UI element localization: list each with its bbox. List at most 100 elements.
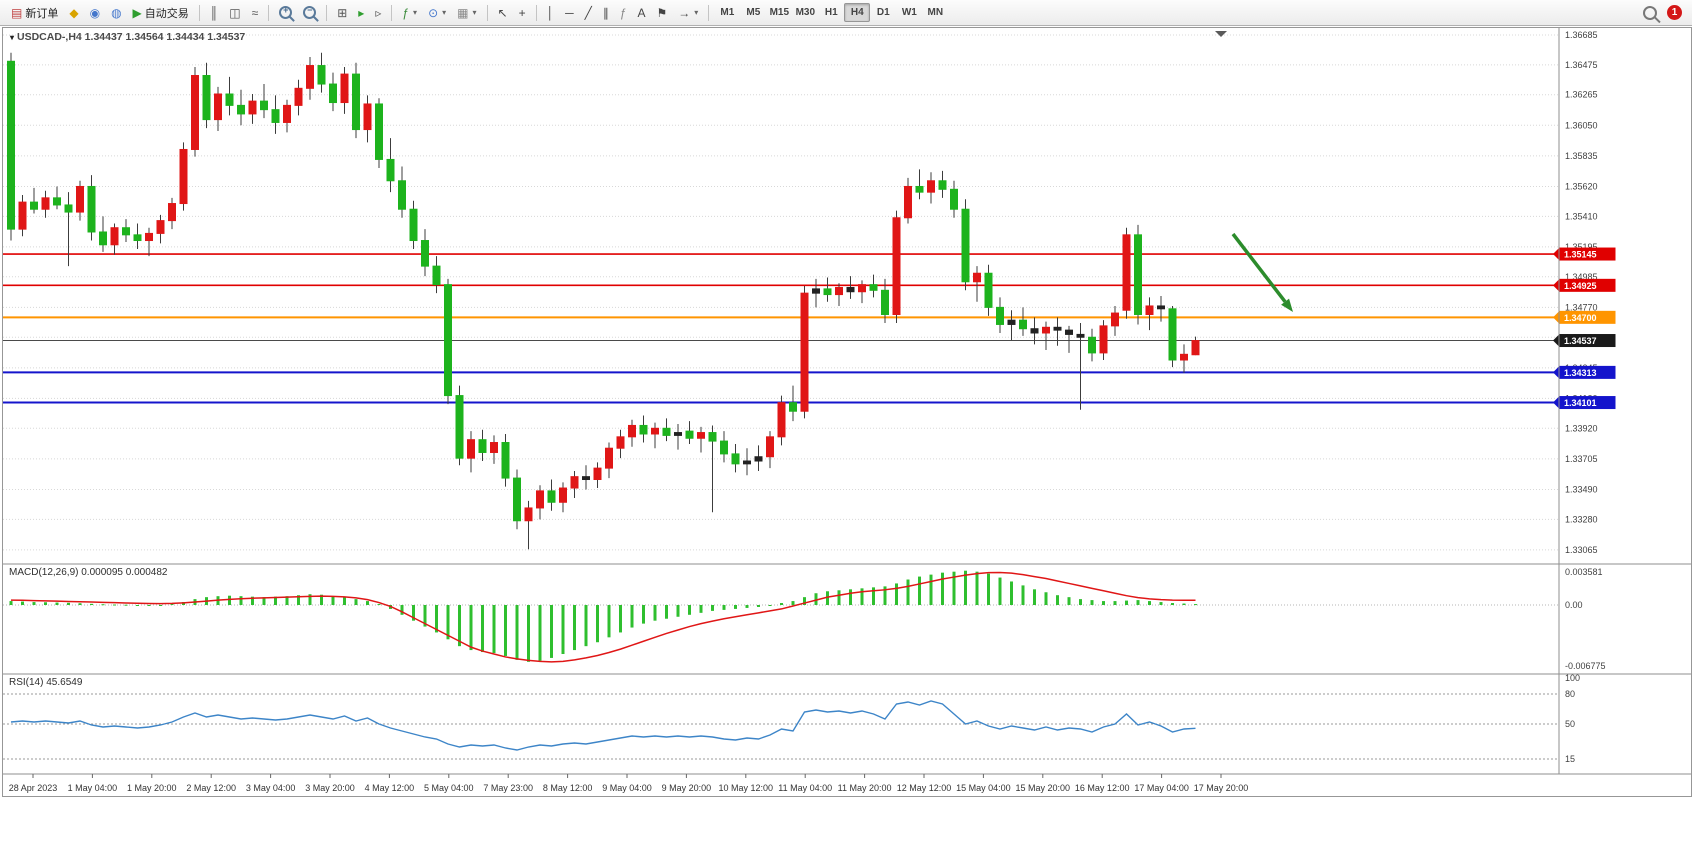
time-axis-label: 11 May 04:00 — [778, 783, 832, 793]
time-axis-label: 11 May 20:00 — [838, 783, 892, 793]
open-file-button[interactable]: ◆ — [64, 3, 83, 23]
shapes-button[interactable]: → ▾ — [673, 3, 703, 23]
shapes-icon: → — [678, 5, 691, 20]
timeframe-m15-button[interactable]: M15 — [766, 3, 792, 22]
toolbar-separator — [391, 4, 393, 21]
profiles-icon: ◉ — [89, 5, 101, 20]
autotrade-button[interactable]: ▶ 自动交易 — [128, 3, 194, 23]
price-badge-label: 1.34537 — [1564, 336, 1597, 346]
timeframe-m5-button[interactable]: M5 — [740, 3, 766, 22]
periods-button[interactable]: ⊙ ▾ — [423, 3, 451, 23]
templates-icon: ▦ — [457, 5, 469, 20]
timeframe-m30-button[interactable]: M30 — [792, 3, 818, 22]
horizontal-line-button[interactable]: ─ — [560, 3, 579, 23]
line-chart-type-button[interactable]: ≈ — [247, 3, 264, 23]
dropdown-caret-icon: ▾ — [413, 8, 418, 17]
time-axis-label: 2 May 12:00 — [186, 783, 236, 793]
price-axis-label: 1.33920 — [1565, 423, 1598, 433]
magnifier-sign: − — [307, 5, 313, 15]
label-button[interactable]: ⚑ — [652, 3, 673, 23]
new-order-icon: ▤ — [11, 5, 23, 20]
timeframe-w1-button[interactable]: W1 — [896, 3, 922, 22]
candlestick-chart-type-button[interactable]: ◫ — [224, 3, 245, 23]
time-axis-label: 10 May 12:00 — [719, 783, 774, 793]
price-axis-label: 1.33065 — [1565, 545, 1598, 555]
timeframe-h4-button[interactable]: H4 — [844, 3, 871, 22]
open-file-icon: ◆ — [69, 5, 79, 20]
search-icon[interactable] — [1643, 5, 1657, 20]
refresh-icon: ◍ — [111, 5, 122, 20]
price-badge-label: 1.34101 — [1564, 398, 1597, 408]
channel-icon: ∥ — [602, 5, 609, 20]
timeframe-m1-button[interactable]: M1 — [714, 3, 740, 22]
channel-button[interactable]: ∥ — [598, 3, 614, 23]
notification-badge[interactable]: 1 — [1667, 5, 1682, 20]
timeframe-toolbar: M1 M5 M15 M30 H1 H4 D1 W1 MN — [714, 3, 948, 22]
price-grid — [3, 34, 1559, 551]
magnifier-sign: + — [283, 5, 289, 15]
price-axis-label: 1.35620 — [1565, 181, 1598, 191]
macd-signal-line — [10, 571, 1196, 663]
text-button[interactable]: A — [633, 3, 651, 23]
price-axis-label: 1.35410 — [1565, 211, 1598, 221]
time-axis-label: 15 May 20:00 — [1016, 783, 1071, 793]
dropdown-caret-icon: ▾ — [694, 8, 699, 17]
timeframe-mn-button[interactable]: MN — [922, 3, 948, 22]
price-axis-label: 1.34770 — [1565, 302, 1598, 312]
rsi-axis-label: 80 — [1565, 689, 1575, 699]
periods-icon: ⊙ — [428, 5, 439, 20]
trendline-button[interactable]: ╱ — [580, 3, 597, 23]
time-axis-label: 3 May 04:00 — [246, 783, 296, 793]
auto-scroll-button[interactable]: ▸ — [353, 3, 369, 23]
toolbar-separator — [326, 4, 328, 21]
line-chart-type-icon: ≈ — [251, 5, 259, 20]
price-axis-label: 1.35195 — [1565, 242, 1598, 252]
timeframe-h1-button[interactable]: H1 — [818, 3, 844, 22]
tile-windows-button[interactable]: ⊞ — [332, 3, 352, 23]
templates-button[interactable]: ▦ ▾ — [452, 3, 481, 23]
toolbar-separator — [535, 4, 537, 21]
new-order-button[interactable]: ▤ 新订单 — [6, 3, 63, 23]
toolbar-separator — [198, 4, 200, 21]
macd-axis-label: 0.00 — [1565, 600, 1583, 610]
crosshair-button[interactable]: + — [514, 3, 531, 23]
candlestick-series — [7, 52, 1200, 550]
autotrade-button-label: 自动交易 — [144, 7, 189, 20]
refresh-button[interactable]: ◍ — [106, 3, 126, 23]
time-axis[interactable]: 28 Apr 2023 1 May 04:00 1 May 20:00 2 May 1… — [9, 774, 1249, 793]
time-axis-label: 17 May 04:00 — [1134, 783, 1189, 793]
price-axis[interactable]: 1.36685 1.36475 1.36265 1.36050 1.35835 1.356… — [1565, 30, 1598, 555]
cursor-button[interactable]: ↖ — [493, 3, 513, 23]
time-axis-label: 15 May 04:00 — [956, 783, 1011, 793]
macd-axis-label: -0.006775 — [1565, 661, 1606, 671]
price-axis-label: 1.36265 — [1565, 90, 1598, 100]
timeframe-d1-button[interactable]: D1 — [870, 3, 896, 22]
zoom-in-button[interactable]: + — [274, 3, 297, 23]
zoom-out-button[interactable]: − — [298, 3, 321, 23]
price-axis-label: 1.36050 — [1565, 120, 1598, 130]
price-badges: 1.35145 1.34925 1.34700 1.34537 1.34313 1.341… — [1553, 247, 1616, 410]
price-axis-label: 1.34985 — [1565, 272, 1598, 282]
crosshair-icon: + — [518, 5, 526, 20]
rsi-axis-label: 15 — [1565, 754, 1575, 764]
time-axis-label: 9 May 20:00 — [662, 783, 712, 793]
indicators-button[interactable]: ƒ ▾ — [397, 3, 422, 23]
rsi-line — [10, 700, 1196, 751]
macd-axis-label: 0.003581 — [1565, 567, 1603, 577]
price-axis-label: 1.33490 — [1565, 484, 1598, 494]
time-axis-label: 28 Apr 2023 — [9, 783, 58, 793]
chart-canvas[interactable]: 1.36685 1.36475 1.36265 1.36050 1.35835 1.356… — [3, 28, 1691, 796]
fibonacci-button[interactable]: ƒ — [615, 3, 632, 23]
chart-shift-marker[interactable] — [1215, 31, 1227, 37]
chart-shift-button[interactable]: ▹ — [370, 3, 386, 23]
time-axis-label: 8 May 12:00 — [543, 783, 593, 793]
trend-arrow-annotation[interactable] — [1231, 232, 1293, 312]
toolbar-separator — [268, 4, 270, 21]
time-axis-label: 5 May 04:00 — [424, 783, 474, 793]
profiles-button[interactable]: ◉ — [85, 3, 105, 23]
dropdown-caret-icon: ▾ — [442, 8, 447, 17]
price-badge-label: 1.35145 — [1564, 250, 1597, 260]
label-icon: ⚑ — [656, 5, 668, 20]
bar-chart-type-button[interactable]: ║ — [205, 3, 224, 23]
vertical-line-button[interactable]: │ — [542, 3, 560, 23]
